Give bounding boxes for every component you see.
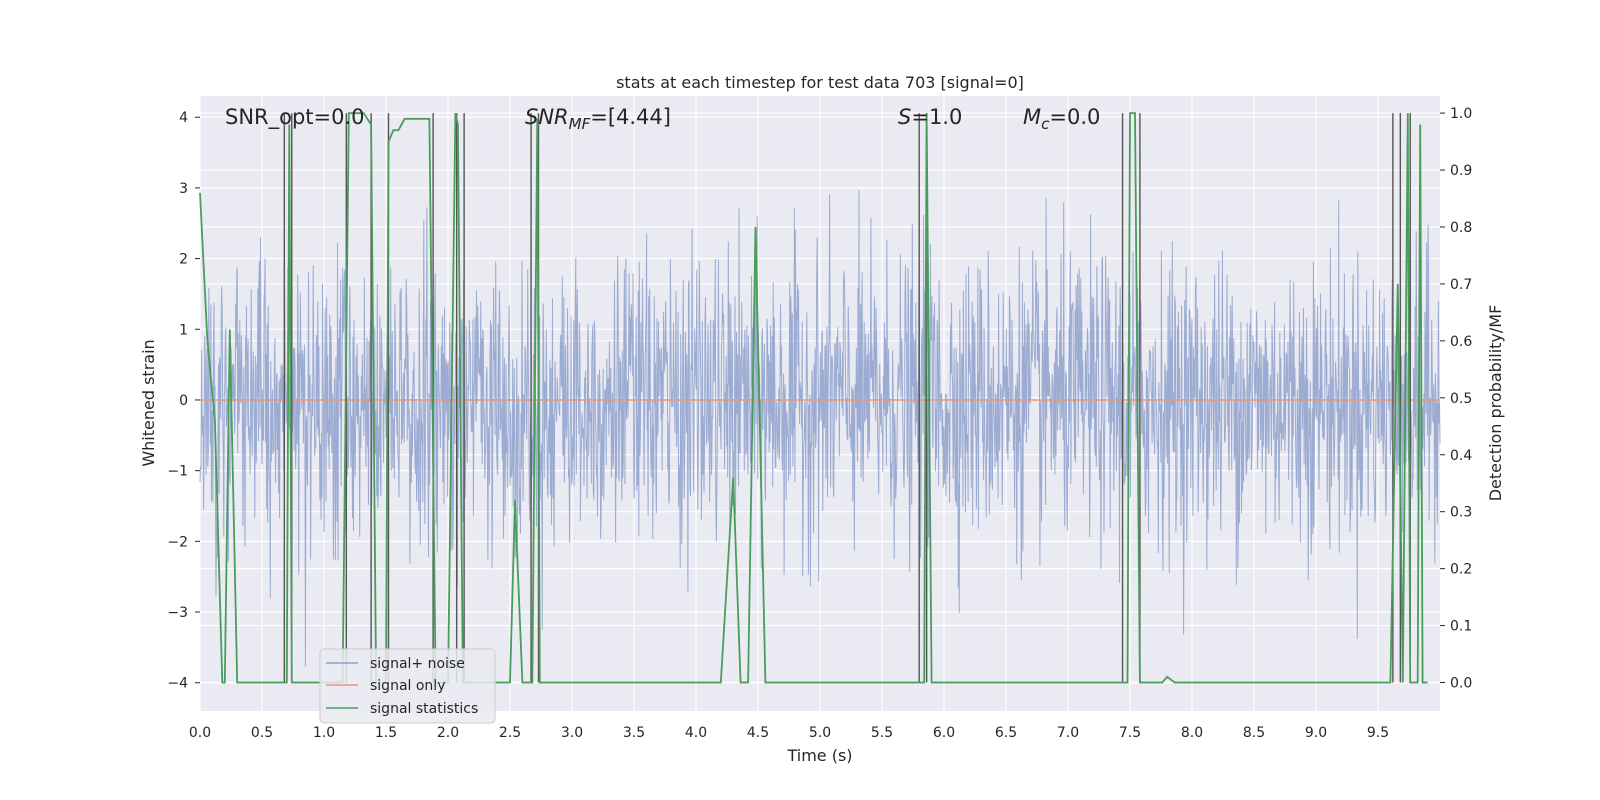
y-right-tick-label: 0.9 <box>1450 163 1472 179</box>
x-tick-label: 1.0 <box>313 725 335 741</box>
legend-label-signal-only: signal only <box>370 678 445 694</box>
mc-sub: c <box>1041 115 1050 133</box>
x-tick-label: 9.5 <box>1367 725 1389 741</box>
x-tick-label: 0.0 <box>189 725 211 741</box>
x-tick-label: 8.0 <box>1181 725 1203 741</box>
x-tick-label: 6.0 <box>933 725 955 741</box>
mc-annotation: Mc=0.0 <box>1023 105 1100 133</box>
legend: signal+ noise signal only signal statist… <box>319 648 496 724</box>
y-right-tick-label: 1.0 <box>1450 106 1472 122</box>
x-tick-label: 3.0 <box>561 725 583 741</box>
noise-layer <box>199 190 1441 667</box>
legend-box <box>319 648 496 724</box>
x-tick-label: 2.0 <box>437 725 459 741</box>
stats-layer <box>199 112 1428 684</box>
legend-label-signal-noise: signal+ noise <box>370 656 465 672</box>
x-tick-label: 1.5 <box>375 725 397 741</box>
y-right-tick-label: 0.5 <box>1450 391 1472 407</box>
y-left-tick-label: 1 <box>179 322 188 338</box>
x-tick-layer: 0.0 0.5 1.0 1.5 2.0 2.5 3.0 3.5 4.0 4.5 5.0 5.5 6.0 6… <box>189 725 1389 741</box>
mc-base: M <box>1023 105 1041 129</box>
y-right-tick-label: 0.6 <box>1450 334 1472 350</box>
snr-mf-annotation: SNRMF=[4.44] <box>525 105 671 133</box>
y-left-tick-label: −4 <box>167 676 188 692</box>
snr-mf-base: SNR <box>525 105 569 129</box>
x-tick-label: 5.5 <box>871 725 893 741</box>
y-right-tick-label: 0.3 <box>1450 505 1472 521</box>
x-tick-label: 4.0 <box>685 725 707 741</box>
y-right-tick-label: 0.2 <box>1450 562 1472 578</box>
chart-title: stats at each timestep for test data 703… <box>616 73 1024 92</box>
y-left-tick-label: 0 <box>179 393 188 409</box>
x-tick-label: 9.0 <box>1305 725 1327 741</box>
x-axis-label: Time (s) <box>786 746 852 765</box>
s-annotation: S=1.0 <box>898 105 962 129</box>
x-tick-label: 4.5 <box>747 725 769 741</box>
snr-opt-annotation: SNR_opt=0.0 <box>225 105 365 130</box>
y-left-tick-label: 2 <box>179 252 188 268</box>
s-value: =1.0 <box>911 105 962 129</box>
x-tick-label: 7.5 <box>1119 725 1141 741</box>
y-right-axis-label: Detection probability/MF <box>1486 305 1505 502</box>
x-tick-label: 8.5 <box>1243 725 1265 741</box>
y-left-tick-label: 3 <box>179 181 188 197</box>
y-right-tick-label: 0.8 <box>1450 220 1472 236</box>
legend-label-signal-statistics: signal statistics <box>370 701 478 717</box>
mc-value: =0.0 <box>1049 105 1100 129</box>
y-right-tick-label: 0.0 <box>1450 676 1472 692</box>
y-right-tick-label: 0.4 <box>1450 448 1472 464</box>
x-tick-label: 2.5 <box>499 725 521 741</box>
y-left-tick-layer: 4 3 2 1 0 −1 −2 −3 −4 <box>167 110 200 692</box>
s-base: S <box>898 105 911 129</box>
y-left-tick-label: 4 <box>179 110 188 126</box>
signal-noise-line <box>199 190 1441 667</box>
x-tick-label: 0.5 <box>251 725 273 741</box>
x-tick-label: 5.0 <box>809 725 831 741</box>
signal-statistics-line <box>199 112 1428 684</box>
y-right-tick-layer: 1.0 0.9 0.8 0.7 0.6 0.5 0.4 0.3 0.2 0.1 0.0 <box>1440 106 1472 692</box>
x-tick-label: 6.5 <box>995 725 1017 741</box>
x-tick-label: 3.5 <box>623 725 645 741</box>
y-right-tick-label: 0.1 <box>1450 619 1472 635</box>
snr-mf-sub: MF <box>569 115 591 133</box>
y-left-tick-label: −2 <box>167 534 188 550</box>
y-left-tick-label: −1 <box>167 464 188 480</box>
y-left-axis-label: Whitened strain <box>139 339 158 466</box>
snr-mf-value: =[4.44] <box>590 105 671 129</box>
y-left-tick-label: −3 <box>167 605 188 621</box>
x-tick-label: 7.0 <box>1057 725 1079 741</box>
y-right-tick-label: 0.7 <box>1450 277 1472 293</box>
